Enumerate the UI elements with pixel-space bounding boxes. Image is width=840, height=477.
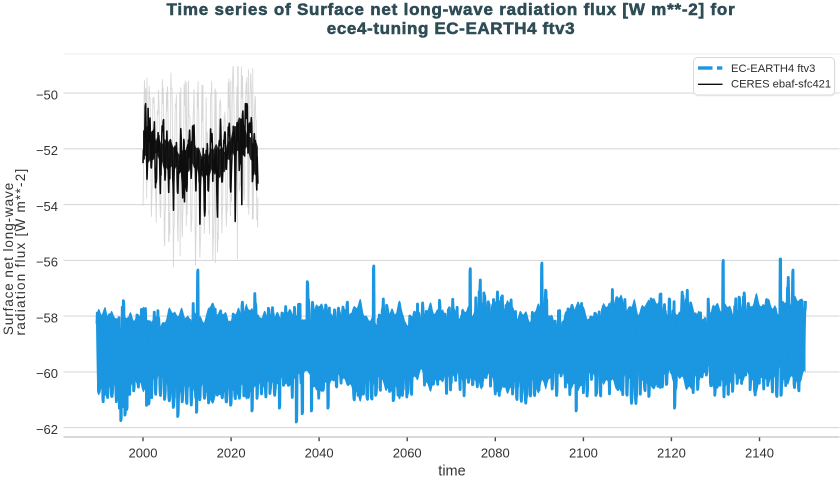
svg-text:Time series of Surface net lon: Time series of Surface net long-wave rad…: [167, 0, 736, 19]
svg-text:radiation flux [W m**-2]: radiation flux [W m**-2]: [13, 167, 28, 335]
svg-text:2060: 2060: [393, 446, 422, 461]
svg-text:2080: 2080: [481, 446, 510, 461]
svg-text:−60: −60: [36, 366, 58, 381]
svg-text:−52: −52: [36, 143, 58, 158]
svg-text:−58: −58: [36, 310, 58, 325]
svg-text:2120: 2120: [657, 446, 686, 461]
svg-text:−54: −54: [36, 199, 58, 214]
svg-text:−56: −56: [36, 255, 58, 270]
svg-text:Surface net long-wave: Surface net long-wave: [1, 182, 16, 335]
svg-text:time: time: [438, 464, 465, 477]
svg-text:2040: 2040: [305, 446, 334, 461]
svg-text:ece4-tuning EC-EARTH4 ftv3: ece4-tuning EC-EARTH4 ftv3: [327, 19, 575, 38]
svg-text:CERES ebaf-sfc421: CERES ebaf-sfc421: [731, 78, 831, 90]
svg-text:2140: 2140: [745, 446, 774, 461]
svg-text:−50: −50: [36, 87, 58, 102]
svg-text:2100: 2100: [569, 446, 598, 461]
svg-text:2000: 2000: [129, 446, 158, 461]
svg-text:2020: 2020: [217, 446, 246, 461]
svg-text:EC-EARTH4 ftv3: EC-EARTH4 ftv3: [731, 63, 815, 75]
svg-text:−62: −62: [36, 422, 58, 437]
